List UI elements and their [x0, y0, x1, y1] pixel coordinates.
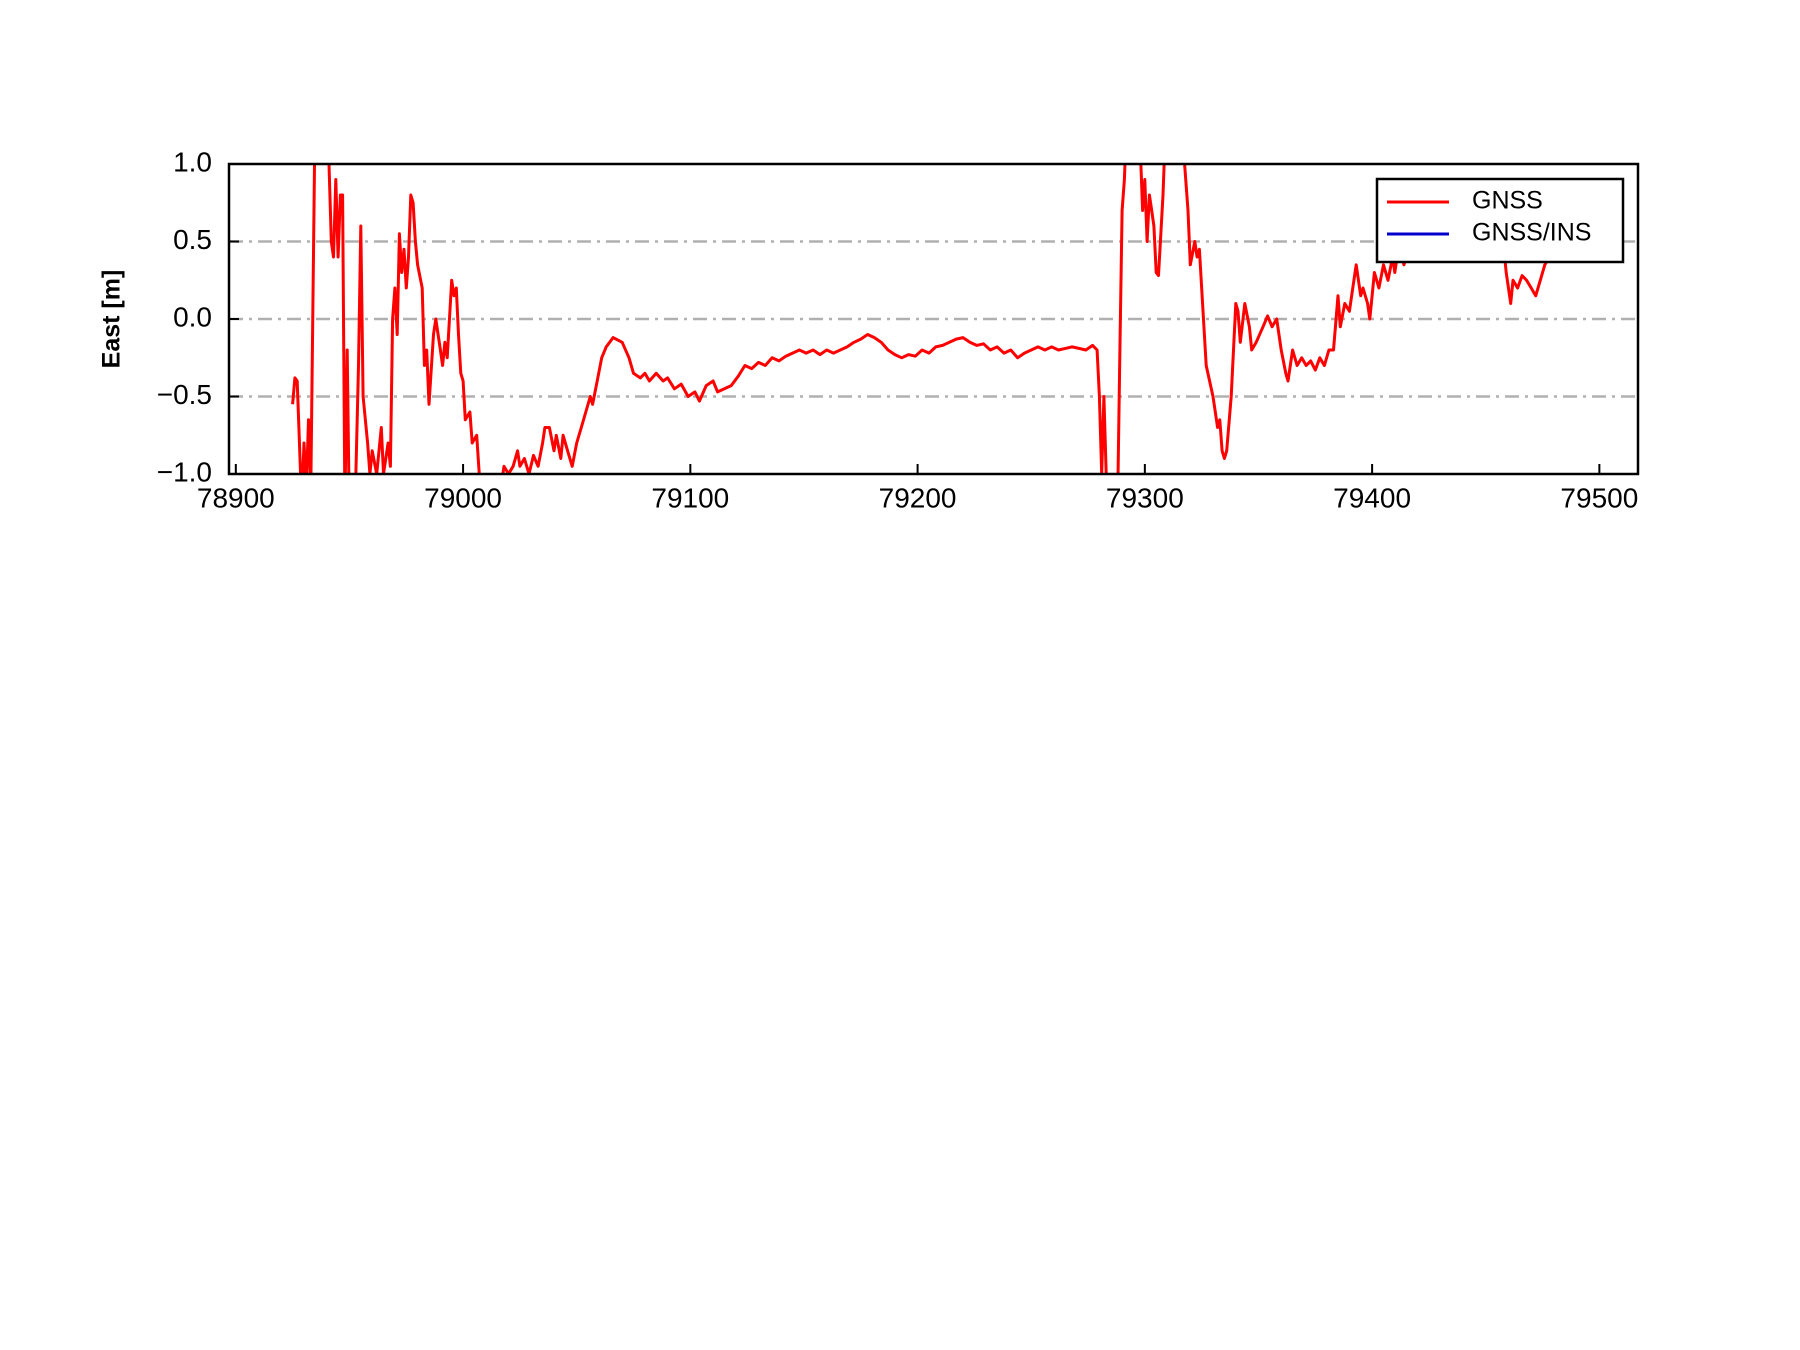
x-tick-label: 79400: [1333, 482, 1411, 513]
data-line: [291, 164, 1555, 474]
x-tick-label: 79300: [1106, 482, 1184, 513]
legend-box: [1375, 177, 1625, 264]
x-tick-label: 79200: [879, 482, 957, 513]
plot-frame: [227, 162, 1640, 476]
y-tick-label: −1.0: [157, 456, 212, 487]
y-tick-label: 1.0: [173, 146, 212, 177]
y-tick-label: −0.5: [157, 379, 212, 410]
x-tick-label: 79000: [424, 482, 502, 513]
legend-label: GNSS: [1472, 187, 1543, 215]
plot-area: [291, 164, 1555, 474]
y-axis-label: East [m]: [98, 270, 126, 369]
x-tick-label: 79500: [1560, 482, 1638, 513]
x-tick-label: 78900: [197, 482, 275, 513]
y-tick-label: 0.0: [173, 301, 212, 332]
y-tick-label: 0.5: [173, 224, 212, 255]
x-tick-label: 79100: [651, 482, 729, 513]
legend-label: GNSS/INS: [1472, 219, 1591, 247]
